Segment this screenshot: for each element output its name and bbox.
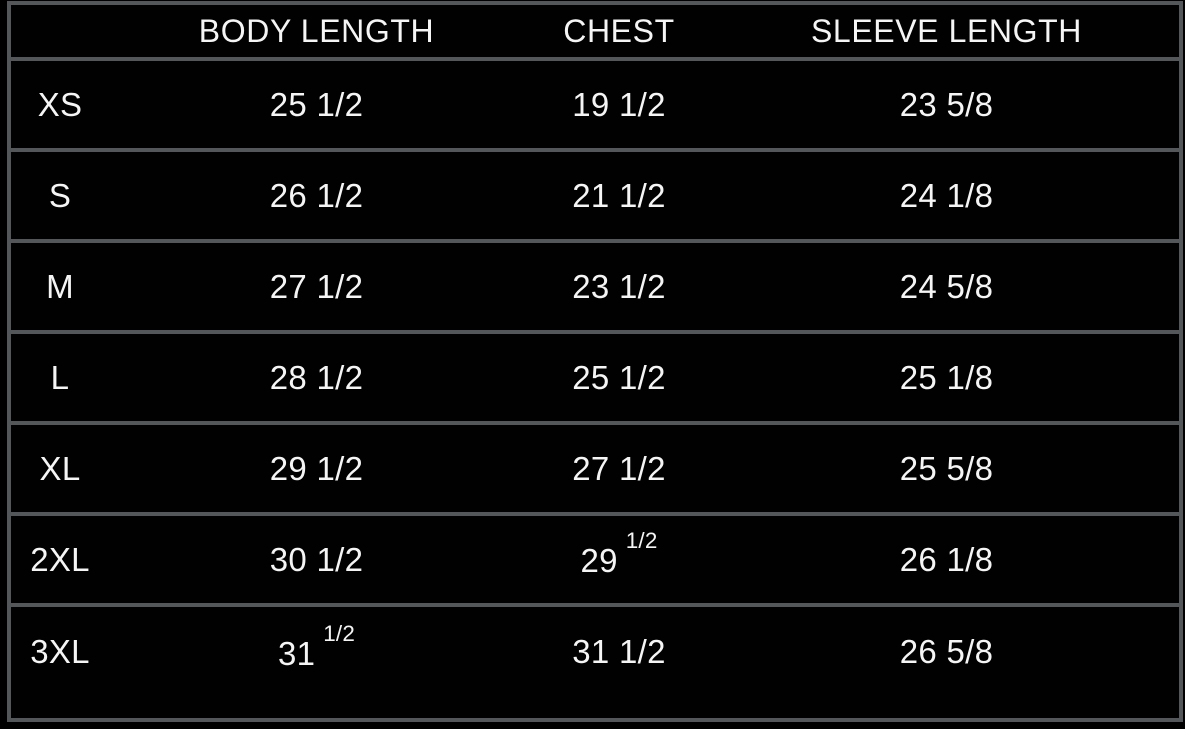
size-chart-table: BODY LENGTH CHEST SLEEVE LENGTH XS 25 1/2 19… xyxy=(7,1,1183,722)
chest-value: 19 1/2 xyxy=(524,57,714,152)
column-header: CHEST xyxy=(524,1,714,61)
chest-value: 25 1/2 xyxy=(524,330,714,425)
value-superscript-fraction: 1/2 xyxy=(625,527,658,553)
chest-value: 23 1/2 xyxy=(524,239,714,334)
value-main: 31 xyxy=(277,635,316,672)
sleeve-length-value: 25 1/8 xyxy=(714,330,1181,425)
size-label: XL xyxy=(9,421,109,516)
body-length-value: 27 1/2 xyxy=(109,239,524,334)
header-row: BODY LENGTH CHEST SLEEVE LENGTH xyxy=(9,1,1181,61)
chest-value: 27 1/2 xyxy=(524,421,714,516)
size-label: M xyxy=(9,239,109,334)
sleeve-length-value: 26 1/8 xyxy=(714,512,1181,607)
size-label: 3XL xyxy=(9,603,109,722)
table-header: BODY LENGTH CHEST SLEEVE LENGTH xyxy=(9,1,1181,61)
value-main: 29 xyxy=(580,541,618,579)
size-label: L xyxy=(9,330,109,425)
size-label: 2XL xyxy=(9,512,109,607)
sleeve-length-value: 26 5/8 xyxy=(714,603,1181,722)
chest-value: 31 1/2 xyxy=(524,603,714,722)
sleeve-length-value: 23 5/8 xyxy=(714,57,1181,152)
table-row: 3XL 311/2 31 1/2 26 5/8 xyxy=(9,603,1181,722)
size-label: XS xyxy=(9,57,109,152)
body-length-value: 26 1/2 xyxy=(109,148,524,243)
chest-value: 21 1/2 xyxy=(524,148,714,243)
chest-value: 29 1/2 xyxy=(524,512,714,607)
table-row: M 27 1/2 23 1/2 24 5/8 xyxy=(9,239,1181,334)
body-length-value: 25 1/2 xyxy=(109,57,524,152)
table-row: XS 25 1/2 19 1/2 23 5/8 xyxy=(9,57,1181,152)
sleeve-length-value: 25 5/8 xyxy=(714,421,1181,516)
table-row: 2XL 30 1/2 29 1/2 26 1/8 xyxy=(9,512,1181,607)
body-length-value: 28 1/2 xyxy=(109,330,524,425)
body-length-value: 30 1/2 xyxy=(109,512,524,607)
body-length-value: 29 1/2 xyxy=(109,421,524,516)
value-superscript-fraction: 1/2 xyxy=(323,621,356,647)
column-header: BODY LENGTH xyxy=(109,1,524,61)
size-label: S xyxy=(9,148,109,243)
body-length-value: 31 1/2 xyxy=(109,603,524,722)
table-body: XS 25 1/2 19 1/2 23 5/8 S 26 1/2 21 1/2 24 1/8 M… xyxy=(9,57,1181,722)
size-column-header xyxy=(9,1,109,61)
table-row: L 28 1/2 25 1/2 25 1/8 xyxy=(9,330,1181,425)
sleeve-length-value: 24 1/8 xyxy=(714,148,1181,243)
table-row: XL 29 1/2 27 1/2 25 5/8 xyxy=(9,421,1181,516)
column-header: SLEEVE LENGTH xyxy=(714,1,1181,61)
sleeve-length-value: 24 5/8 xyxy=(714,239,1181,334)
table-row: S 26 1/2 21 1/2 24 1/8 xyxy=(9,148,1181,243)
